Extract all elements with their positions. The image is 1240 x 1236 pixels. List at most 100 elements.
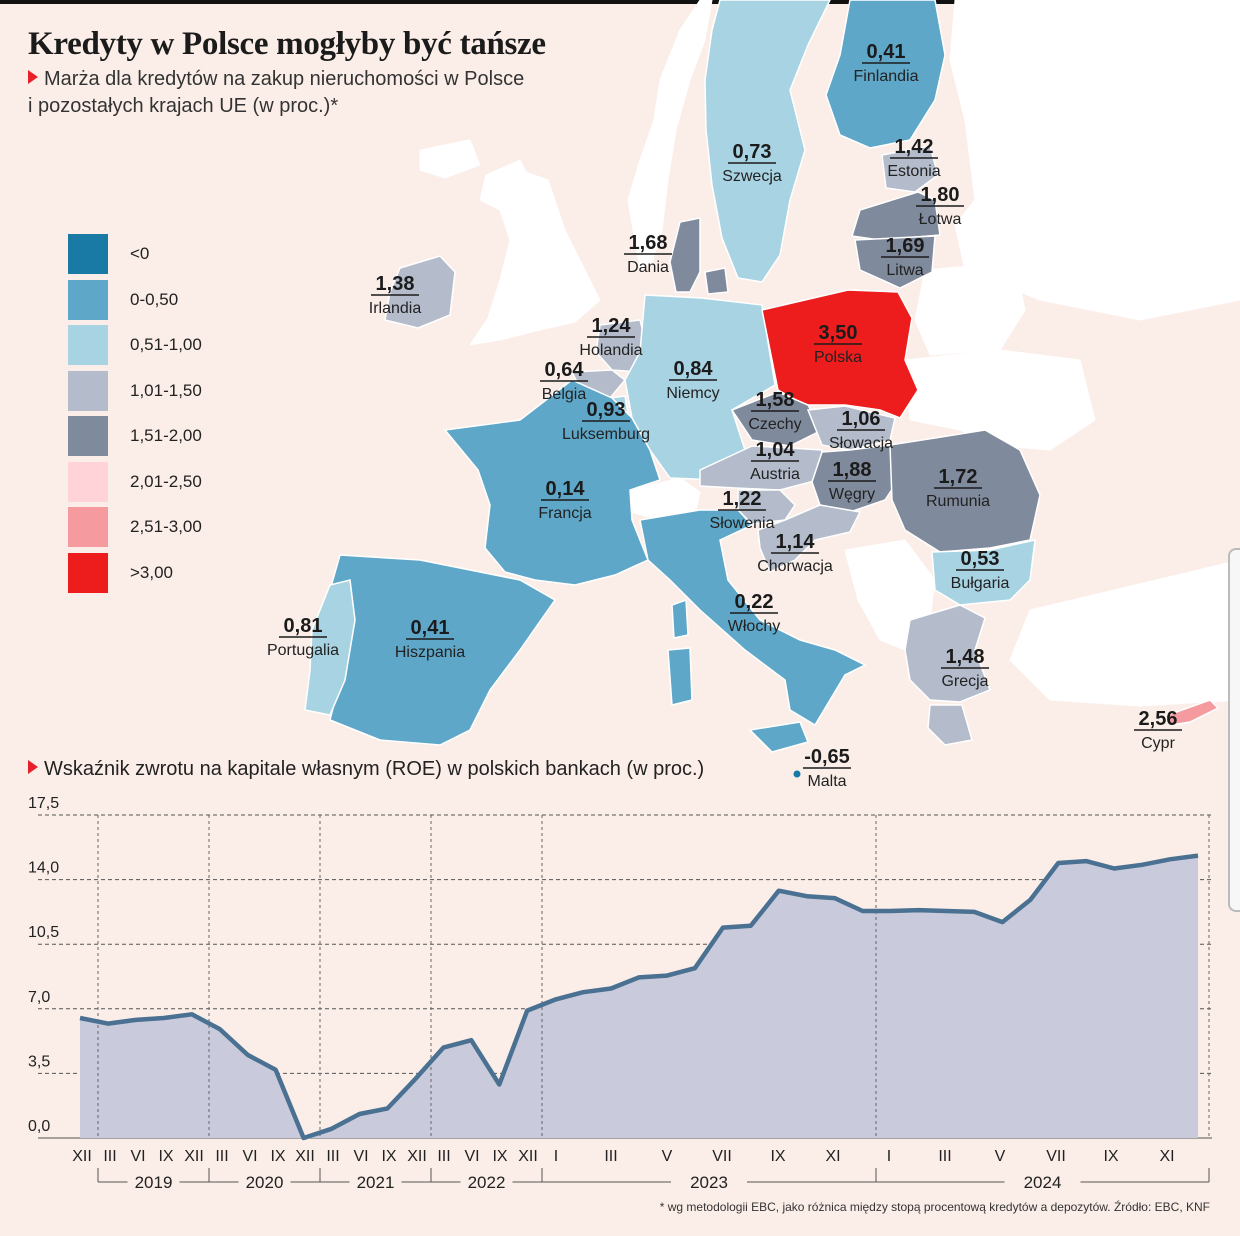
roe-area xyxy=(80,855,1198,1138)
x-month-label: III xyxy=(326,1148,339,1165)
country-label: 1,72 Rumunia xyxy=(926,466,990,510)
x-month-label: XI xyxy=(1159,1148,1174,1165)
scrollbar-handle[interactable] xyxy=(1228,548,1240,912)
x-month-label: VII xyxy=(1046,1148,1066,1165)
country-label: 1,04 Austria xyxy=(750,439,800,483)
country-name: Austria xyxy=(750,466,800,483)
country-label: 2,56 Cypr xyxy=(1134,708,1182,752)
country-name: Irlandia xyxy=(369,300,422,317)
country-portugalia xyxy=(304,579,356,716)
country-name: Czechy xyxy=(748,416,801,433)
country-label: 1,69 Litwa xyxy=(881,235,929,279)
x-month-label: XI xyxy=(825,1148,840,1165)
top-rule xyxy=(0,0,1240,4)
country-name: Węgry xyxy=(829,486,875,503)
legend-swatch xyxy=(68,461,108,502)
x-month-label: VI xyxy=(464,1148,479,1165)
country-name: Finlandia xyxy=(854,68,919,85)
country-label: 0,41 Finlandia xyxy=(854,41,919,85)
country-name: Dania xyxy=(627,259,669,276)
country-value: 1,69 xyxy=(886,235,925,257)
country-grecja xyxy=(904,604,991,703)
country-value: 0,64 xyxy=(545,359,585,381)
country-litwa xyxy=(854,235,936,289)
country-name: Luksemburg xyxy=(562,426,650,443)
x-month-label: III xyxy=(215,1148,228,1165)
country-label: 0,22 Włochy xyxy=(728,591,780,635)
x-month-label: III xyxy=(604,1148,617,1165)
legend-swatch xyxy=(68,279,108,320)
country-label: 1,24 Holandia xyxy=(579,315,642,359)
country-value: 3,50 xyxy=(819,322,858,344)
legend-label: 1,51-2,00 xyxy=(130,426,202,445)
roe-title-text: Wskaźnik zwrotu na kapitale własnym (ROE… xyxy=(44,758,705,780)
country-value: 1,88 xyxy=(833,459,872,481)
legend-item: 1,01-1,50 xyxy=(68,370,288,411)
legend-swatch xyxy=(68,325,108,365)
x-month-label: XII xyxy=(295,1148,315,1165)
y-tick-label: 7,0 xyxy=(28,989,50,1006)
x-month-label: III xyxy=(103,1148,116,1165)
country-value: 1,48 xyxy=(946,646,985,668)
country-label: 0,64 Belgia xyxy=(540,359,588,403)
legend-item: 2,51-3,00 xyxy=(68,507,288,547)
country-name: Estonia xyxy=(887,163,940,180)
x-month-label: VII xyxy=(712,1148,732,1165)
country-name: Bułgaria xyxy=(951,575,1010,592)
x-month-label: IX xyxy=(158,1148,173,1165)
uk-shape xyxy=(468,169,601,346)
x-month-label: I xyxy=(554,1148,558,1165)
x-month-label: V xyxy=(662,1148,673,1165)
country-name: Szwecja xyxy=(722,168,782,185)
legend-label: <0 xyxy=(130,244,150,263)
y-tick-label: 14,0 xyxy=(28,860,59,877)
country-sycylia xyxy=(748,721,810,753)
roe-title: Wskaźnik zwrotu na kapitale własnym (ROE… xyxy=(28,758,704,781)
country-value: 0,81 xyxy=(284,615,323,637)
x-month-label: VI xyxy=(353,1148,368,1165)
country-name: Litwa xyxy=(886,262,923,279)
x-year-label: 2023 xyxy=(690,1173,728,1192)
scotland-shape xyxy=(479,159,531,211)
country-value: -0,65 xyxy=(804,746,850,768)
country-szwecja xyxy=(704,0,831,283)
country-label: 1,68 Dania xyxy=(624,232,672,276)
legend-swatch xyxy=(68,416,108,456)
country-label: 1,80 Łotwa xyxy=(916,184,964,228)
legend-swatch xyxy=(68,370,108,411)
country-dania-islands xyxy=(704,267,729,295)
country-name: Niemcy xyxy=(666,385,719,402)
legend-item: 1,51-2,00 xyxy=(68,416,288,456)
bullet-triangle-icon xyxy=(28,760,38,774)
legend-swatch xyxy=(68,234,108,274)
country-name: Francja xyxy=(538,505,591,522)
country-rumunia xyxy=(889,429,1041,553)
footnote: * wg metodologii EBC, jako różnica międz… xyxy=(659,1200,1210,1214)
y-tick-label: 0,0 xyxy=(28,1118,50,1135)
y-tick-label: 10,5 xyxy=(28,924,59,941)
x-month-label: IX xyxy=(381,1148,396,1165)
legend-label: 2,51-3,00 xyxy=(130,517,202,536)
country-name: Chorwacja xyxy=(757,558,833,575)
country-value: 1,38 xyxy=(376,273,415,295)
country-value: 0,14 xyxy=(546,478,586,500)
x-month-label: III xyxy=(938,1148,951,1165)
country-value: 0,53 xyxy=(961,548,1000,570)
x-month-label: IX xyxy=(1103,1148,1118,1165)
country-name: Słowenia xyxy=(710,515,775,532)
country-chorwacja xyxy=(757,504,862,574)
subtitle-line2: i pozostałych krajach UE (w proc.)* xyxy=(28,95,339,117)
country-name: Słowacja xyxy=(829,435,893,452)
country-name: Holandia xyxy=(579,342,642,359)
country-name: Hiszpania xyxy=(395,644,465,661)
x-month-label: IX xyxy=(492,1148,507,1165)
legend-item: 2,01-2,50 xyxy=(68,461,288,502)
map-subtitle: Marża dla kredytów na zakup nieruchomośc… xyxy=(28,66,648,120)
country-name: Grecja xyxy=(941,673,988,690)
country-label: 1,14 Chorwacja xyxy=(757,531,833,575)
country-label: 1,58 Czechy xyxy=(748,389,801,433)
country-value: 1,06 xyxy=(842,408,881,430)
country-grecja-south xyxy=(927,704,973,746)
country-sardynia xyxy=(667,647,693,706)
legend-label: >3,00 xyxy=(130,562,174,582)
